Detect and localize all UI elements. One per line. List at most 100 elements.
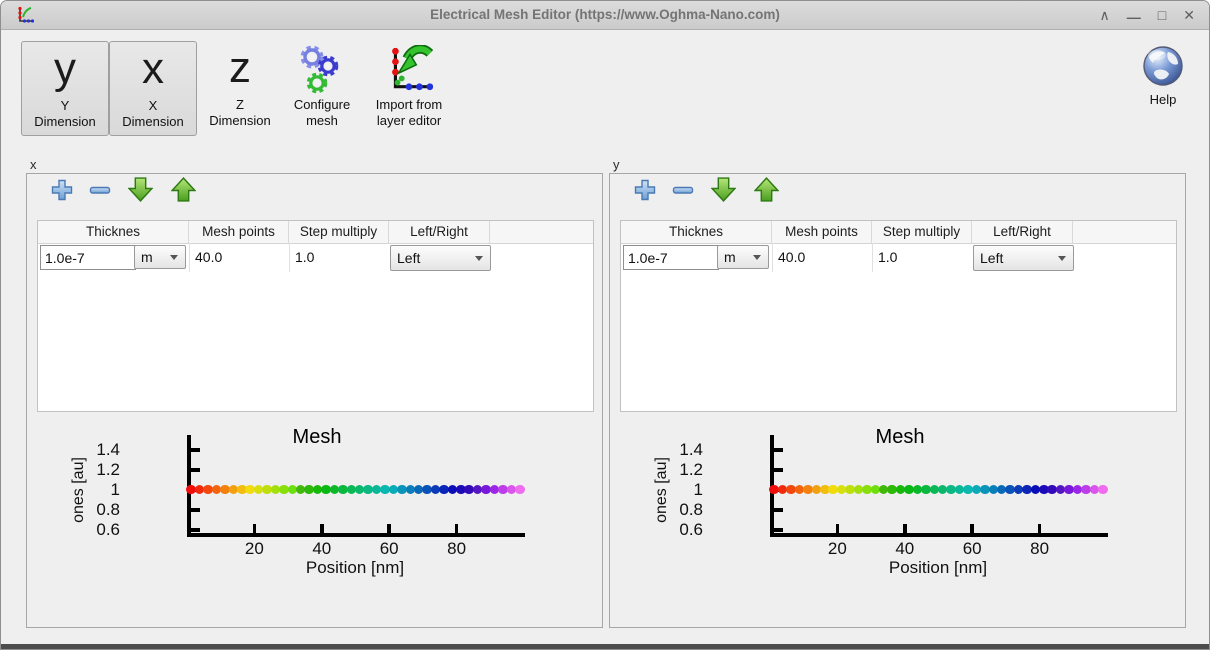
mesh-chart: Mesh ones [au] Position [nm] 1.4 1.2 1 0.8 0… xyxy=(27,422,602,597)
mesh-point xyxy=(988,484,998,494)
mesh-point xyxy=(794,484,805,494)
mesh-point xyxy=(472,484,483,494)
column-header-step-multiply[interactable]: Step multiply xyxy=(289,221,389,243)
mesh-point xyxy=(447,484,458,494)
configure-mesh-button[interactable]: Configure mesh xyxy=(283,41,361,134)
y-tick-label: 1 xyxy=(693,480,703,499)
mesh-point xyxy=(422,484,432,494)
mesh-point xyxy=(963,484,973,494)
minimize-window-icon[interactable]: — xyxy=(1126,9,1141,25)
mesh-point xyxy=(878,484,889,494)
mesh-point xyxy=(203,484,213,494)
mesh-point xyxy=(996,484,1007,494)
y-tick-mark xyxy=(770,448,783,452)
chart-title: Mesh xyxy=(292,426,342,448)
x-tick-mark xyxy=(320,524,324,533)
mesh-point xyxy=(1072,484,1083,494)
x-dimension-glyph: x xyxy=(142,44,164,93)
x-tick-label: 40 xyxy=(895,539,915,558)
help-button[interactable]: Help xyxy=(1133,44,1193,107)
mesh-chart: Mesh ones [au] Position [nm] 1.4 1.2 1 0.8 0… xyxy=(610,422,1185,597)
left-right-select[interactable]: Left xyxy=(390,245,491,271)
mesh-point xyxy=(811,484,822,494)
y-dimension-label: Y Dimension xyxy=(34,98,96,130)
unit-select[interactable]: m xyxy=(717,245,769,269)
add-row-button[interactable] xyxy=(634,179,656,201)
mesh-point xyxy=(1055,484,1066,494)
z-dimension-label: Z Dimension xyxy=(209,97,271,129)
move-row-down-button[interactable] xyxy=(128,176,153,203)
column-header-step-multiply[interactable]: Step multiply xyxy=(872,221,972,243)
column-header-mesh-points[interactable]: Mesh points xyxy=(189,221,289,243)
mesh-points-cell[interactable]: 40.0 xyxy=(778,249,806,265)
mesh-point xyxy=(371,484,382,494)
mesh-point xyxy=(270,484,281,494)
mesh-point xyxy=(912,484,923,494)
y-dimension-button[interactable]: y Y Dimension xyxy=(21,41,109,136)
import-from-layer-editor-button[interactable]: Import from layer editor xyxy=(363,41,455,134)
column-header-thickness[interactable]: Thicknes xyxy=(621,221,772,243)
left-right-select[interactable]: Left xyxy=(973,245,1074,271)
collapse-window-icon[interactable]: ∧ xyxy=(1099,7,1110,23)
z-dimension-button[interactable]: z Z Dimension xyxy=(197,41,283,134)
thickness-input[interactable] xyxy=(623,245,719,270)
close-window-icon[interactable]: ✕ xyxy=(1183,7,1195,23)
mesh-point xyxy=(862,484,872,494)
column-header-filler xyxy=(1073,221,1176,243)
panel-y: y Thicknes Mesh points Step multiply Lef… xyxy=(609,157,1186,628)
mesh-point xyxy=(845,484,855,494)
thickness-input[interactable] xyxy=(40,245,136,270)
mesh-point xyxy=(1030,484,1041,494)
step-multiply-cell[interactable]: 1.0 xyxy=(295,249,315,265)
window-bottom-edge xyxy=(1,644,1209,649)
x-tick-mark xyxy=(835,524,840,533)
y-tick-label: 1.2 xyxy=(679,460,703,479)
chevron-down-icon xyxy=(753,255,761,260)
mesh-point xyxy=(971,484,982,494)
remove-row-button[interactable] xyxy=(89,179,111,201)
add-row-button[interactable] xyxy=(51,179,73,201)
panel-x: x Thicknes Mesh points Step multiply Lef… xyxy=(26,157,603,628)
y-tick-mark xyxy=(770,468,783,472)
move-row-up-button[interactable] xyxy=(171,176,196,203)
mesh-point xyxy=(786,484,796,494)
y-tick-label: 1.2 xyxy=(96,460,120,479)
mesh-table-header: Thicknes Mesh points Step multiply Left/… xyxy=(621,221,1176,244)
move-row-up-button[interactable] xyxy=(754,176,779,203)
column-header-mesh-points[interactable]: Mesh points xyxy=(772,221,872,243)
mesh-point xyxy=(405,484,415,494)
mesh-point xyxy=(481,484,491,494)
mesh-point xyxy=(1039,484,1049,494)
x-tick-mark xyxy=(252,524,257,533)
x-tick-label: 60 xyxy=(962,539,982,558)
column-header-left-right[interactable]: Left/Right xyxy=(389,221,490,243)
column-header-thickness[interactable]: Thicknes xyxy=(38,221,189,243)
titlebar[interactable]: Electrical Mesh Editor (https://www.Oghm… xyxy=(1,1,1209,30)
mesh-point xyxy=(946,484,956,494)
x-axis-line xyxy=(770,533,1108,537)
remove-row-button[interactable] xyxy=(672,179,694,201)
left-right-select-value: Left xyxy=(397,250,421,266)
mesh-point xyxy=(803,484,813,494)
mesh-points-cell[interactable]: 40.0 xyxy=(195,249,223,265)
mesh-point xyxy=(515,484,525,494)
unit-select-value: m xyxy=(141,249,153,265)
chevron-down-icon xyxy=(170,255,178,260)
y-tick-mark xyxy=(187,448,200,452)
unit-select[interactable]: m xyxy=(134,245,186,269)
mesh-point xyxy=(1022,484,1032,494)
y-tick-label: 1.4 xyxy=(96,440,120,459)
x-dimension-button[interactable]: x X Dimension xyxy=(109,41,197,136)
mesh-point xyxy=(186,484,196,494)
table-row: m 40.0 1.0 Left xyxy=(621,243,1176,272)
step-multiply-cell[interactable]: 1.0 xyxy=(878,249,898,265)
x-tick-label: 80 xyxy=(1030,539,1050,558)
move-row-down-button[interactable] xyxy=(711,176,736,203)
chart-title: Mesh xyxy=(875,426,925,448)
chevron-down-icon xyxy=(1058,256,1066,261)
panel-y-label: y xyxy=(613,157,620,172)
mesh-point xyxy=(397,484,407,494)
column-header-left-right[interactable]: Left/Right xyxy=(972,221,1073,243)
maximize-window-icon[interactable]: □ xyxy=(1157,7,1167,23)
